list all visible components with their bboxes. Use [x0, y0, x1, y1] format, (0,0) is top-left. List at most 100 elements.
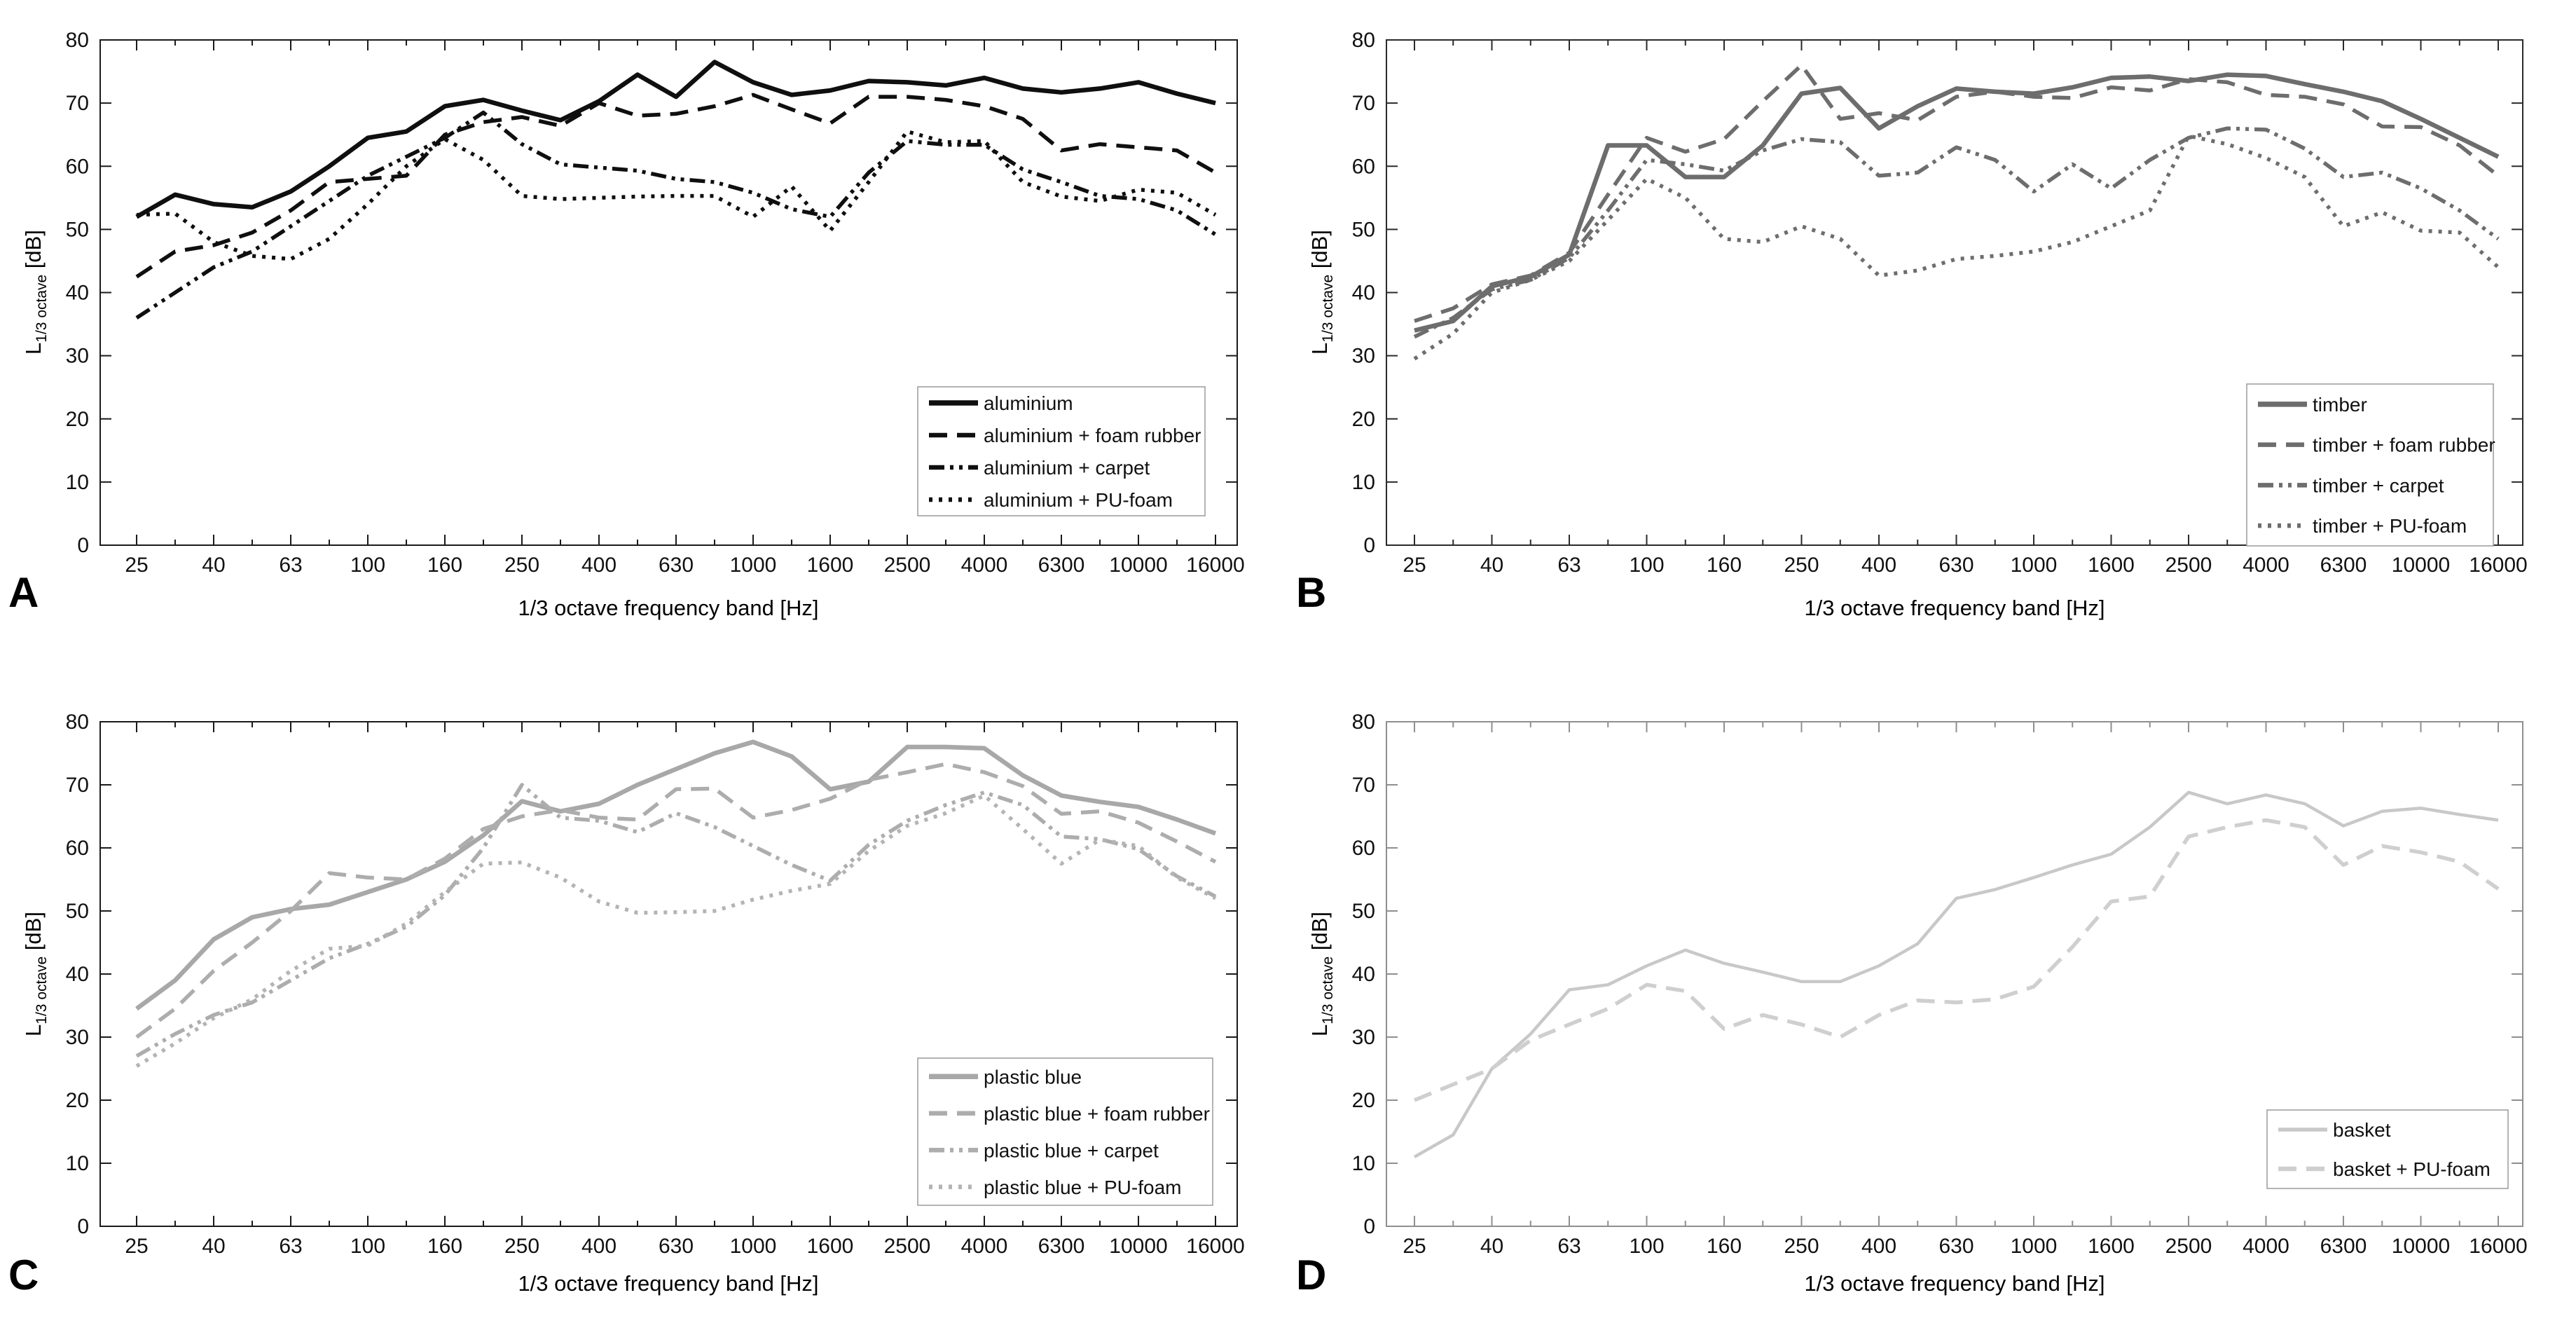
- legend-box: [2246, 383, 2494, 547]
- x-tick-label: 16000: [2469, 554, 2527, 577]
- x-tick-label: 40: [202, 554, 225, 577]
- y-ticks: 0 10 20 30 40 50 60 70 80: [66, 29, 1237, 557]
- x-tick-label: 2500: [2165, 554, 2212, 577]
- x-tick-label: 40: [202, 1235, 225, 1258]
- y-tick-label: 80: [1352, 711, 1375, 734]
- legend-label: aluminium: [984, 392, 1073, 414]
- y-tick-label: 70: [1352, 774, 1375, 797]
- x-tick-label: 6300: [2320, 1235, 2367, 1258]
- y-tick-label: 80: [66, 711, 89, 734]
- legend-label: aluminium + PU-foam: [984, 489, 1173, 511]
- series-line-timber-carpet: [1413, 126, 2500, 339]
- x-tick-label: 16000: [1186, 554, 1244, 577]
- x-tick-label: 4000: [2243, 554, 2289, 577]
- x-tick-label: 63: [1557, 1235, 1580, 1258]
- x-tick-label: 630: [659, 554, 694, 577]
- x-tick-label: 630: [659, 1235, 694, 1258]
- legend: plastic blue plastic blue + foam rubber pl…: [917, 1057, 1213, 1206]
- x-tick-label: 100: [350, 1235, 385, 1258]
- y-axis-title: L1/3 octave [dB]: [21, 912, 50, 1036]
- x-tick-label: 10000: [2392, 554, 2450, 577]
- series-line-basket: [1413, 790, 2499, 1158]
- x-tick-label: 160: [1707, 1235, 1742, 1258]
- y-tick-label: 20: [1352, 408, 1375, 431]
- x-tick-label: 160: [427, 554, 462, 577]
- y-axis-title-sub: 1/3 octave: [34, 275, 50, 343]
- plot-area: 0 10 20 30 40 50 60 70 80 25 40 63 100 160 250 400 630 10…: [1352, 29, 2528, 577]
- series-lines: [1413, 790, 2500, 1158]
- x-tick-label: 250: [504, 1235, 539, 1258]
- x-tick-label: 16000: [1186, 1235, 1244, 1258]
- y-tick-label: 60: [1352, 837, 1375, 860]
- x-tick-label: 63: [1557, 554, 1580, 577]
- series-line-plastic-blue-carpet: [135, 783, 1217, 1058]
- legend-label: aluminium + foam rubber: [984, 425, 1201, 446]
- y-tick-label: 0: [1363, 534, 1375, 557]
- chart-D: 1/3 octave frequency band [Hz] L1/3 octa…: [1296, 711, 2528, 1298]
- y-axis-title-unit: [dB]: [21, 912, 46, 957]
- x-tick-label: 40: [1480, 554, 1503, 577]
- y-axis-title-unit: [dB]: [1307, 912, 1332, 957]
- x-tick-label: 1600: [2088, 554, 2135, 577]
- y-tick-label: 50: [66, 900, 89, 923]
- y-axis-title: L1/3 octave [dB]: [1307, 912, 1336, 1036]
- x-axis-title: 1/3 octave frequency band [Hz]: [518, 1271, 818, 1296]
- y-tick-label: 40: [1352, 282, 1375, 305]
- x-tick-label: 10000: [1109, 554, 1167, 577]
- x-ticks: 25 40 63 100 160 250 400 630 1000 1600 2500 4000 630…: [1403, 722, 2528, 1258]
- plot-area: 0 10 20 30 40 50 60 70 80 25 40 63 100 160 250 400 630 10…: [66, 29, 1245, 577]
- y-tick-label: 30: [1352, 1026, 1375, 1049]
- x-tick-label: 1000: [2011, 554, 2058, 577]
- x-tick-label: 160: [1707, 554, 1742, 577]
- legend: timber timber + foam rubber timber + carpe…: [2246, 383, 2495, 547]
- y-tick-label: 10: [66, 471, 89, 494]
- x-tick-label: 4000: [2243, 1235, 2289, 1258]
- x-tick-label: 400: [581, 554, 617, 577]
- y-ticks: 0 10 20 30 40 50 60 70 80: [1352, 29, 2523, 557]
- panel-letter: A: [8, 569, 39, 616]
- y-axis-title-sub: 1/3 octave: [34, 957, 50, 1024]
- legend-label: aluminium + carpet: [984, 457, 1150, 479]
- x-tick-label: 4000: [961, 554, 1008, 577]
- chart-B: 1/3 octave frequency band [Hz] L1/3 octa…: [1296, 29, 2528, 620]
- x-tick-label: 63: [279, 1235, 302, 1258]
- plot-area: 0 10 20 30 40 50 60 70 80 25 40 63 100 160 250 400 630 10…: [1352, 711, 2528, 1258]
- y-ticks: 0 10 20 30 40 50 60 70 80: [66, 711, 1237, 1238]
- y-tick-label: 50: [1352, 218, 1375, 241]
- legend-box: [917, 386, 1206, 516]
- x-tick-label: 6300: [1038, 554, 1085, 577]
- series-line-aluminium-carpet: [135, 110, 1217, 320]
- x-tick-label: 250: [504, 554, 539, 577]
- series-lines: [1413, 63, 2500, 361]
- y-tick-label: 60: [66, 837, 89, 860]
- x-tick-label: 6300: [1038, 1235, 1085, 1258]
- x-tick-label: 400: [581, 1235, 617, 1258]
- y-tick-label: 0: [77, 1215, 89, 1238]
- y-axis-title-main: L: [21, 343, 46, 355]
- x-tick-label: 1000: [730, 1235, 777, 1258]
- legend: basket basket + PU-foam: [2266, 1109, 2509, 1189]
- y-tick-label: 70: [66, 774, 89, 797]
- x-ticks: 25 40 63 100 160 250 400 630 1000 1600 2500 4000 630…: [1403, 40, 2528, 577]
- x-tick-label: 250: [1784, 554, 1819, 577]
- legend-label: timber + carpet: [2313, 474, 2444, 496]
- series-line-aluminium-pu-foam: [136, 129, 1217, 261]
- x-tick-label: 100: [350, 554, 385, 577]
- series-lines: [135, 60, 1217, 320]
- y-tick-label: 10: [66, 1152, 89, 1175]
- x-tick-label: 1000: [730, 554, 777, 577]
- legend-label: basket + PU-foam: [2333, 1158, 2491, 1180]
- x-tick-label: 10000: [1109, 1235, 1167, 1258]
- panel-C: 1/3 octave frequency band [Hz] L1/3 octa…: [0, 662, 1288, 1323]
- y-tick-label: 20: [66, 1089, 89, 1112]
- x-tick-label: 2500: [884, 1235, 931, 1258]
- y-tick-label: 60: [66, 155, 89, 178]
- legend-label: plastic blue + foam rubber: [984, 1103, 1210, 1125]
- plot-area: 0 10 20 30 40 50 60 70 80 25 40 63 100 160 250 400 630 10…: [66, 711, 1245, 1258]
- y-ticks: 0 10 20 30 40 50 60 70 80: [1352, 711, 2523, 1238]
- y-tick-label: 20: [1352, 1089, 1375, 1112]
- x-tick-label: 16000: [2469, 1235, 2527, 1258]
- y-axis-title-unit: [dB]: [1307, 230, 1332, 275]
- x-tick-label: 40: [1480, 1235, 1503, 1258]
